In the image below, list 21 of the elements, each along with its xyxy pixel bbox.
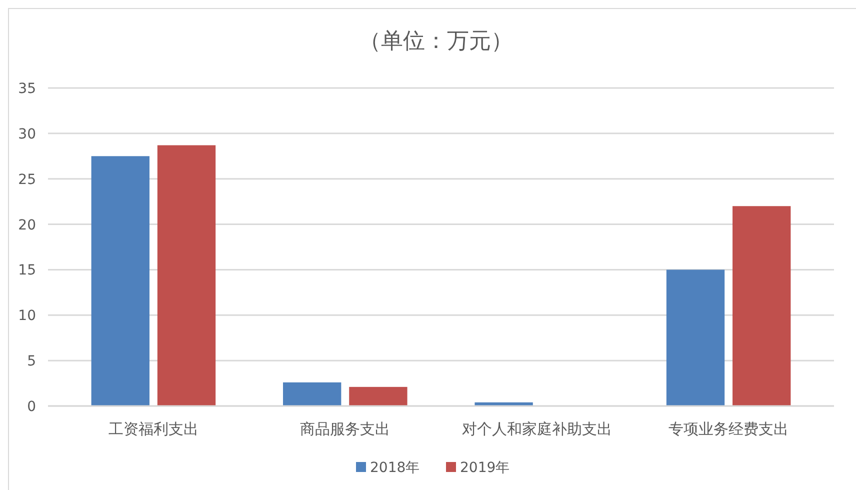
chart-title: （单位：万元） (359, 29, 513, 54)
y-tick-label: 10 (18, 308, 36, 324)
y-tick-label: 30 (18, 126, 36, 142)
x-tick-label: 专项业务经费支出 (668, 420, 789, 438)
y-tick-label: 20 (18, 217, 36, 234)
legend-label: 2019年 (460, 460, 510, 476)
y-tick-label: 15 (18, 262, 36, 279)
bar (157, 145, 216, 406)
bar (349, 386, 408, 406)
x-tick-label: 商品服务支出 (300, 420, 390, 438)
bar (91, 156, 150, 406)
x-tick-label: 工资福利支出 (108, 420, 198, 438)
bar (732, 206, 791, 406)
legend-label: 2018年 (370, 460, 420, 476)
bar (283, 382, 342, 406)
y-tick-label: 5 (27, 354, 36, 370)
y-tick-label: 0 (27, 399, 36, 415)
bar (666, 270, 725, 406)
y-tick-label: 35 (18, 81, 36, 97)
x-tick-label: 对个人和家庭补助支出 (462, 420, 612, 438)
y-tick-label: 25 (18, 172, 36, 188)
